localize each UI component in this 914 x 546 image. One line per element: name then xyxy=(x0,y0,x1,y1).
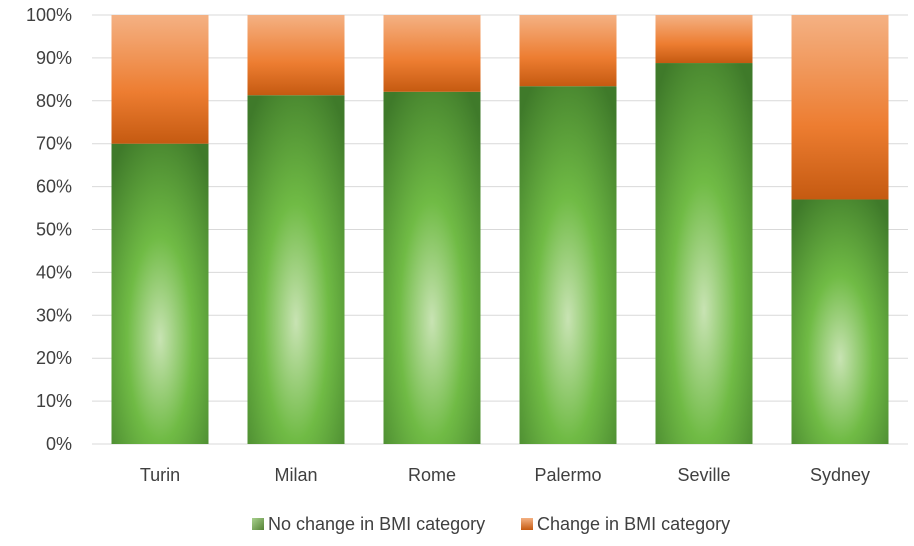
bar-no-change xyxy=(111,143,209,444)
bar-change xyxy=(519,15,617,87)
bar-no-change xyxy=(791,199,889,444)
bar-change xyxy=(383,15,481,92)
bar-no-change xyxy=(383,91,481,444)
y-tick-label: 20% xyxy=(36,348,72,368)
y-tick-label: 40% xyxy=(36,262,72,282)
y-axis: 0% 10% 20% 30% 40% 50% 60% 70% 80% 90% 100% xyxy=(26,5,72,454)
legend: No change in BMI category Change in BMI c… xyxy=(252,514,730,534)
bar-change xyxy=(247,15,345,96)
bar-no-change xyxy=(247,95,345,445)
bar-no-change xyxy=(655,63,753,444)
x-tick-label: Turin xyxy=(140,465,180,485)
legend-swatch xyxy=(521,518,533,530)
y-tick-label: 10% xyxy=(36,391,72,411)
y-tick-label: 70% xyxy=(36,134,72,154)
bar-change xyxy=(111,15,209,144)
x-tick-label: Sydney xyxy=(810,465,870,485)
y-tick-label: 0% xyxy=(46,434,72,454)
x-tick-label: Palermo xyxy=(534,465,601,485)
y-tick-label: 50% xyxy=(36,220,72,240)
legend-label: Change in BMI category xyxy=(537,514,730,534)
legend-label: No change in BMI category xyxy=(268,514,485,534)
bar-change xyxy=(655,15,753,64)
x-tick-label: Seville xyxy=(677,465,730,485)
x-axis: Turin Milan Rome Palermo Seville Sydney xyxy=(140,465,870,485)
y-tick-label: 100% xyxy=(26,5,72,25)
legend-swatch xyxy=(252,518,264,530)
y-tick-label: 30% xyxy=(36,305,72,325)
gridlines xyxy=(92,14,908,445)
bar-change xyxy=(791,15,889,200)
y-tick-label: 90% xyxy=(36,48,72,68)
y-tick-label: 60% xyxy=(36,177,72,197)
x-tick-label: Milan xyxy=(274,465,317,485)
bars xyxy=(111,15,889,445)
x-tick-label: Rome xyxy=(408,465,456,485)
y-tick-label: 80% xyxy=(36,91,72,111)
bar-no-change xyxy=(519,86,617,445)
